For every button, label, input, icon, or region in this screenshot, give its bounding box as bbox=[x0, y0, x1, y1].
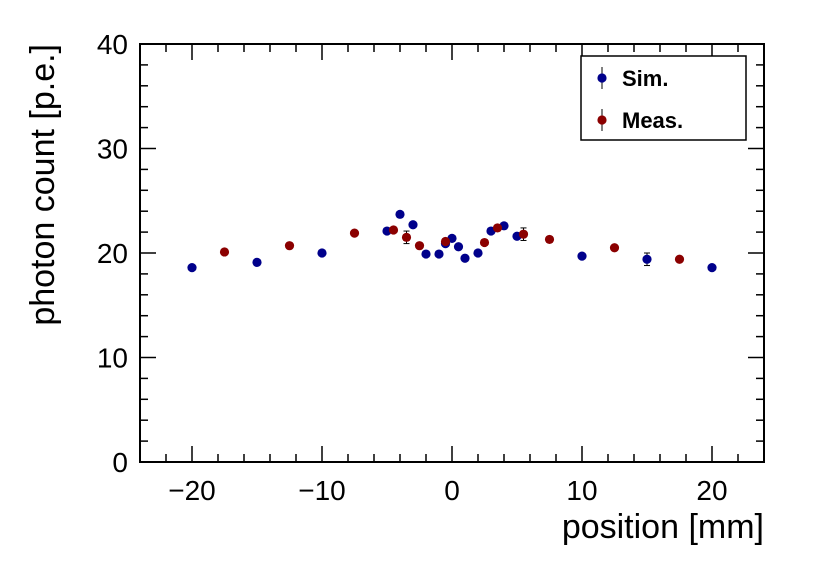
meas-data-point bbox=[349, 228, 360, 238]
sim-data-point bbox=[707, 263, 717, 273]
meas-data-point bbox=[609, 243, 620, 253]
meas-data-point bbox=[440, 236, 451, 247]
sim-data-point bbox=[453, 242, 464, 252]
axis-ticks bbox=[139, 43, 765, 463]
sim-data-point bbox=[434, 249, 444, 259]
y-tick-label: 40 bbox=[97, 29, 128, 60]
x-tick-label: 0 bbox=[444, 475, 460, 506]
legend-meas-marker bbox=[597, 115, 607, 125]
legend: Sim. Meas. bbox=[580, 55, 747, 141]
sim-data-point bbox=[460, 253, 470, 263]
sim-data-point bbox=[642, 254, 652, 264]
meas-data-point bbox=[401, 232, 412, 242]
sim-data-point bbox=[577, 251, 587, 261]
y-tick-label: 10 bbox=[97, 343, 128, 374]
y-tick-label: 30 bbox=[97, 134, 128, 165]
sim-data-point bbox=[317, 248, 327, 258]
x-tick-label: −20 bbox=[168, 475, 216, 506]
sim-data-point bbox=[473, 248, 483, 258]
legend-meas-label: Meas. bbox=[622, 108, 683, 133]
legend-box bbox=[580, 55, 747, 141]
x-axis-label: position [mm] bbox=[562, 508, 764, 546]
meas-data-point bbox=[284, 241, 295, 251]
meas-data-point bbox=[479, 237, 490, 248]
sim-data-point bbox=[408, 220, 418, 230]
meas-data-point bbox=[674, 254, 685, 264]
legend-sim-label: Sim. bbox=[622, 66, 668, 91]
x-tick-label: −10 bbox=[298, 475, 346, 506]
sim-data-point bbox=[421, 249, 431, 259]
sim-data-point bbox=[187, 263, 197, 273]
meas-data-point bbox=[544, 234, 555, 245]
x-tick-label: 10 bbox=[566, 475, 597, 506]
meas-data-point bbox=[388, 225, 399, 235]
sim-data-point bbox=[252, 257, 262, 268]
meas-data-point bbox=[414, 241, 425, 251]
y-tick-label: 0 bbox=[112, 447, 128, 478]
meas-data-point bbox=[518, 229, 529, 239]
y-tick-label: 20 bbox=[97, 238, 128, 269]
legend-sim-marker bbox=[597, 73, 607, 83]
x-tick-label: 20 bbox=[696, 475, 727, 506]
data-points bbox=[187, 209, 717, 273]
meas-data-point bbox=[219, 247, 230, 257]
sim-data-point bbox=[395, 209, 405, 219]
meas-data-point bbox=[492, 223, 503, 233]
axis-tick-labels: −20 −10 0 10 20 0 10 20 30 40 bbox=[97, 29, 728, 506]
y-axis-label: photon count [p.e.] bbox=[24, 44, 62, 326]
